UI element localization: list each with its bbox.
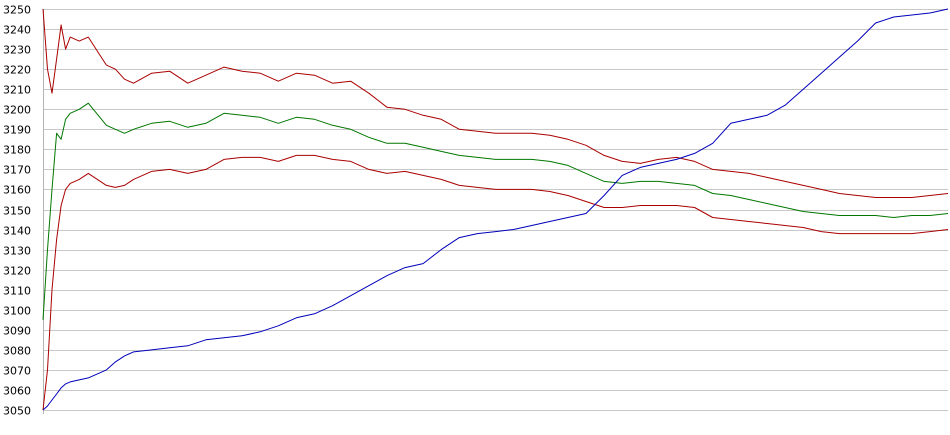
y-tick-label: 3210 <box>3 84 31 97</box>
y-tick-label: 3050 <box>3 405 31 418</box>
y-tick-label: 3120 <box>3 265 31 278</box>
y-tick-label: 3090 <box>3 325 31 338</box>
y-tick-label: 3170 <box>3 164 31 177</box>
y-tick-label: 3190 <box>3 124 31 137</box>
y-tick-label: 3180 <box>3 144 31 157</box>
y-axis-tick-labels: 3050 3060 3070 3080 3090 3100 3110 3120 3130 3140… <box>3 4 31 418</box>
series-line-3 <box>42 154 949 411</box>
series-line-1 <box>42 8 949 198</box>
y-tick-label: 3130 <box>3 245 31 258</box>
y-tick-label: 3110 <box>3 285 31 298</box>
y-tick-label: 3150 <box>3 205 31 218</box>
y-tick-label: 3140 <box>3 225 31 238</box>
y-tick-label: 3250 <box>3 4 31 17</box>
y-tick-label: 3160 <box>3 184 31 197</box>
series-lines <box>42 8 949 411</box>
y-tick-label: 3220 <box>3 64 31 77</box>
y-tick-label: 3080 <box>3 345 31 358</box>
y-tick-label: 3070 <box>3 365 31 378</box>
series-line-2 <box>42 102 949 320</box>
series-line-4 <box>42 8 949 411</box>
y-tick-label: 3060 <box>3 385 31 398</box>
y-tick-label: 3200 <box>3 104 31 117</box>
y-tick-label: 3100 <box>3 305 31 318</box>
y-tick-label: 3240 <box>3 24 31 37</box>
y-tick-label: 3230 <box>3 44 31 57</box>
gridlines <box>43 9 948 411</box>
